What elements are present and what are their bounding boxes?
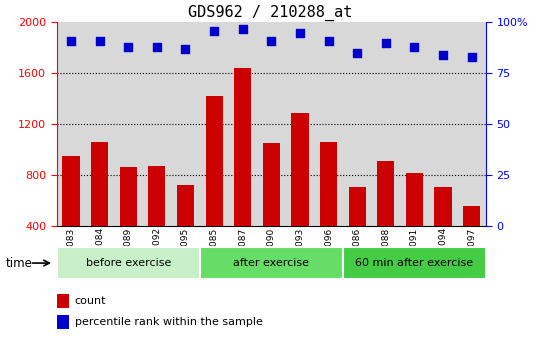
Point xyxy=(95,38,104,43)
Text: count: count xyxy=(75,296,106,306)
Bar xyxy=(349,187,366,226)
Text: time: time xyxy=(5,257,32,269)
Text: percentile rank within the sample: percentile rank within the sample xyxy=(75,317,262,327)
Bar xyxy=(57,315,69,329)
Bar xyxy=(63,156,79,226)
Bar xyxy=(463,206,480,226)
Bar xyxy=(120,167,137,226)
Bar xyxy=(177,185,194,226)
Bar xyxy=(200,247,343,279)
Text: before exercise: before exercise xyxy=(85,258,171,268)
Bar xyxy=(234,68,251,226)
Text: 60 min after exercise: 60 min after exercise xyxy=(355,258,474,268)
Bar xyxy=(148,166,165,226)
Text: after exercise: after exercise xyxy=(233,258,309,268)
Point xyxy=(153,44,161,50)
Point xyxy=(181,46,190,52)
Point xyxy=(210,28,218,33)
Bar xyxy=(435,187,451,226)
Point xyxy=(438,52,447,58)
Bar xyxy=(292,113,308,226)
Bar xyxy=(57,247,200,279)
Point xyxy=(239,26,247,31)
Bar xyxy=(377,161,394,226)
Bar xyxy=(263,143,280,226)
Point xyxy=(410,44,419,50)
Point xyxy=(353,50,362,56)
Point xyxy=(267,38,276,43)
Point xyxy=(124,44,133,50)
Point xyxy=(296,30,305,35)
Bar xyxy=(57,294,69,308)
Bar xyxy=(343,247,486,279)
Point xyxy=(381,40,390,46)
Point xyxy=(468,54,476,60)
Point xyxy=(66,38,75,43)
Bar xyxy=(91,142,108,226)
Bar xyxy=(406,172,423,226)
Bar xyxy=(206,96,222,226)
Bar xyxy=(320,142,337,226)
Text: GDS962 / 210288_at: GDS962 / 210288_at xyxy=(188,5,352,21)
Point xyxy=(324,38,333,43)
